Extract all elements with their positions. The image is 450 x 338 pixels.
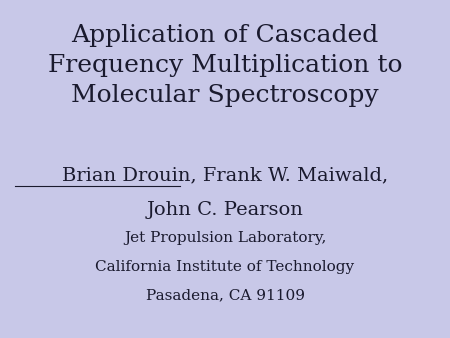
Text: Pasadena, CA 91109: Pasadena, CA 91109 xyxy=(145,289,305,303)
Text: California Institute of Technology: California Institute of Technology xyxy=(95,260,355,274)
Text: Jet Propulsion Laboratory,: Jet Propulsion Laboratory, xyxy=(124,231,326,245)
Text: Application of Cascaded
Frequency Multiplication to
Molecular Spectroscopy: Application of Cascaded Frequency Multip… xyxy=(48,24,402,107)
Text: John C. Pearson: John C. Pearson xyxy=(147,200,303,219)
Text: Brian Drouin, Frank W. Maiwald,: Brian Drouin, Frank W. Maiwald, xyxy=(62,167,388,185)
